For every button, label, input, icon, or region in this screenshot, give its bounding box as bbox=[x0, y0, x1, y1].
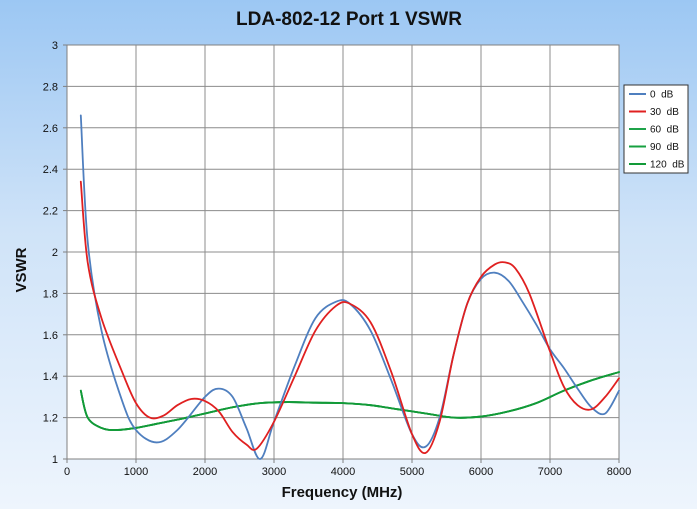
legend-label: 60 dB bbox=[650, 125, 679, 136]
series-line-1 bbox=[79, 180, 620, 455]
x-tick-label: 8000 bbox=[607, 466, 631, 478]
y-tick-label: 2.8 bbox=[43, 81, 58, 93]
y-tick-label: 1.2 bbox=[43, 413, 58, 425]
y-tick-label: 2.2 bbox=[43, 206, 58, 218]
x-tick-label: 5000 bbox=[400, 466, 424, 478]
y-tick-label: 1.8 bbox=[43, 288, 58, 300]
legend: 0 dB 30 dB 60 dB 90 dB 120 dB bbox=[623, 84, 689, 174]
y-tick-label: 2 bbox=[52, 247, 58, 259]
x-tick-label: 3000 bbox=[262, 466, 286, 478]
x-axis-title: Frequency (MHz) bbox=[282, 484, 403, 501]
series-lines bbox=[79, 114, 620, 460]
y-axis-ticks: 1 1.2 1.4 1.6 1.8 2 2.2 2.4 2.6 2.8 3 bbox=[43, 40, 67, 466]
chart-title: LDA-802-12 Port 1 VSWR bbox=[236, 9, 462, 30]
x-tick-label: 0 bbox=[64, 466, 70, 478]
series-line-0 bbox=[79, 114, 620, 460]
y-axis-title: VSWR bbox=[13, 247, 30, 292]
x-tick-label: 7000 bbox=[538, 466, 562, 478]
x-tick-label: 1000 bbox=[124, 466, 148, 478]
legend-label: 90 dB bbox=[650, 142, 679, 153]
x-tick-label: 2000 bbox=[193, 466, 217, 478]
legend-label: 30 dB bbox=[650, 107, 679, 118]
x-tick-label: 6000 bbox=[469, 466, 493, 478]
y-tick-label: 1 bbox=[52, 454, 58, 466]
legend-label: 120 dB bbox=[650, 160, 685, 171]
y-tick-label: 2.4 bbox=[43, 164, 58, 176]
y-tick-label: 1.4 bbox=[43, 371, 58, 383]
x-axis-ticks: 0 1000 2000 3000 4000 5000 6000 7000 8000 bbox=[64, 459, 631, 478]
legend-label: 0 dB bbox=[650, 90, 674, 101]
x-tick-label: 4000 bbox=[331, 466, 355, 478]
y-tick-label: 1.6 bbox=[43, 330, 58, 342]
gridlines bbox=[67, 45, 619, 459]
y-tick-label: 2.6 bbox=[43, 123, 58, 135]
y-tick-label: 3 bbox=[52, 40, 58, 52]
series-line-4 bbox=[79, 371, 620, 431]
